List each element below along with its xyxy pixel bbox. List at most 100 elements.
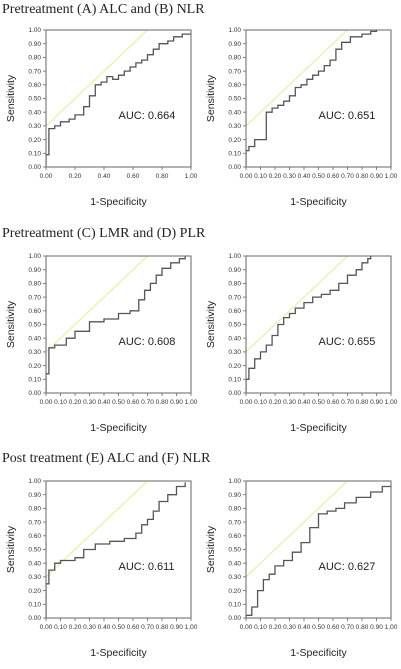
y-tick-label: 0.90 <box>28 41 41 48</box>
y-tick-label: 1.00 <box>228 478 241 485</box>
y-tick-label: 0.70 <box>28 294 41 301</box>
roc-chart-f: 0.000.100.200.300.400.500.600.700.800.90… <box>205 478 398 659</box>
x-axis-label: 1-Specificity <box>90 647 147 659</box>
x-tick-label: 0.80 <box>356 399 369 406</box>
y-tick-label: 0.30 <box>228 574 241 581</box>
y-tick-label: 0.10 <box>28 151 41 158</box>
y-tick-label: 0.30 <box>28 123 41 130</box>
x-tick-label: 0.70 <box>341 624 354 631</box>
y-tick-label: 0.20 <box>228 137 241 144</box>
x-tick-label: 0.50 <box>112 624 125 631</box>
y-tick-label: 0.40 <box>28 560 41 567</box>
x-tick-label: 0.20 <box>69 173 82 180</box>
x-tick-label: 0.90 <box>170 399 183 406</box>
x-tick-label: 0.40 <box>298 399 311 406</box>
y-tick-label: 0.00 <box>28 390 41 397</box>
x-tick-label: 0.50 <box>312 624 325 631</box>
y-tick-label: 0.70 <box>228 519 241 526</box>
auc-label: AUC: 0.611 <box>119 561 175 573</box>
x-tick-label: 0.10 <box>254 399 267 406</box>
x-tick-label: 1.00 <box>385 173 398 180</box>
y-axis-label: Sensitivity <box>5 74 17 122</box>
roc-chart-d: 0.000.100.200.300.400.500.600.700.800.90… <box>205 253 398 434</box>
x-axis-label: 1-Specificity <box>290 422 347 434</box>
y-tick-label: 0.10 <box>28 602 41 609</box>
y-tick-label: 0.10 <box>28 377 41 384</box>
x-tick-label: 0.20 <box>269 624 282 631</box>
y-tick-label: 0.70 <box>228 294 241 301</box>
reference-line <box>46 30 149 127</box>
section-title-ab: Pretreatment (A) ALC and (B) NLR <box>2 2 205 17</box>
x-tick-label: 0.60 <box>127 173 140 180</box>
x-axis-label: 1-Specificity <box>90 196 147 208</box>
roc-curve <box>46 33 191 167</box>
x-tick-label: 0.60 <box>127 399 140 406</box>
y-tick-label: 0.10 <box>228 602 241 609</box>
y-tick-label: 0.80 <box>228 55 241 62</box>
x-tick-label: 0.90 <box>370 399 383 406</box>
roc-curve <box>46 482 186 618</box>
y-tick-label: 0.90 <box>228 492 241 499</box>
y-tick-label: 0.90 <box>228 41 241 48</box>
y-tick-label: 0.50 <box>28 322 41 329</box>
roc-curve <box>246 256 372 393</box>
x-tick-label: 0.70 <box>141 399 154 406</box>
y-tick-label: 0.20 <box>28 588 41 595</box>
x-tick-label: 0.30 <box>283 399 296 406</box>
y-tick-label: 0.00 <box>228 164 241 171</box>
y-tick-label: 0.30 <box>28 349 41 356</box>
y-tick-label: 0.50 <box>228 547 241 554</box>
x-tick-label: 0.30 <box>83 624 96 631</box>
x-tick-label: 0.40 <box>98 399 111 406</box>
x-tick-label: 0.80 <box>356 173 369 180</box>
y-tick-label: 0.70 <box>28 519 41 526</box>
x-tick-label: 0.10 <box>54 624 67 631</box>
x-tick-label: 0.40 <box>98 624 111 631</box>
x-tick-label: 1.00 <box>385 399 398 406</box>
x-tick-label: 0.00 <box>40 399 53 406</box>
y-tick-label: 0.60 <box>28 308 41 315</box>
reference-line <box>46 481 149 578</box>
x-tick-label: 0.10 <box>54 399 67 406</box>
y-tick-label: 0.00 <box>28 164 41 171</box>
plot-frame <box>45 29 192 168</box>
y-tick-label: 0.70 <box>28 68 41 75</box>
y-tick-label: 0.90 <box>228 267 241 274</box>
x-tick-label: 0.40 <box>98 173 111 180</box>
y-tick-label: 1.00 <box>28 253 41 260</box>
auc-label: AUC: 0.608 <box>119 336 176 348</box>
y-axis-label: Sensitivity <box>205 74 217 122</box>
x-tick-label: 0.70 <box>341 399 354 406</box>
plot-frame <box>245 29 392 168</box>
x-tick-label: 0.40 <box>298 173 311 180</box>
auc-label: AUC: 0.664 <box>119 110 176 122</box>
auc-label: AUC: 0.651 <box>319 110 376 122</box>
section-title-cd: Pretreatment (C) LMR and (D) PLR <box>2 226 206 241</box>
y-tick-label: 0.00 <box>28 615 41 622</box>
y-tick-label: 0.30 <box>28 574 41 581</box>
y-tick-label: 0.50 <box>228 96 241 103</box>
y-tick-label: 0.40 <box>228 560 241 567</box>
y-tick-label: 0.20 <box>28 363 41 370</box>
x-axis-label: 1-Specificity <box>290 196 347 208</box>
y-tick-label: 0.60 <box>228 82 241 89</box>
x-tick-label: 0.60 <box>327 624 340 631</box>
x-tick-label: 0.00 <box>40 624 53 631</box>
y-tick-label: 0.60 <box>28 533 41 540</box>
y-axis-label: Sensitivity <box>5 300 17 348</box>
y-tick-label: 0.80 <box>28 506 41 513</box>
x-tick-label: 1.00 <box>185 624 198 631</box>
x-tick-label: 0.70 <box>341 173 354 180</box>
auc-label: AUC: 0.655 <box>319 336 376 348</box>
roc-chart-b: 0.000.100.200.300.400.500.600.700.800.90… <box>205 27 398 208</box>
y-tick-label: 0.50 <box>28 96 41 103</box>
x-tick-label: 0.90 <box>370 173 383 180</box>
y-tick-label: 0.90 <box>28 492 41 499</box>
x-tick-label: 0.70 <box>141 624 154 631</box>
x-tick-label: 0.40 <box>298 624 311 631</box>
x-tick-label: 0.30 <box>83 399 96 406</box>
y-tick-label: 0.40 <box>228 335 241 342</box>
y-tick-label: 0.40 <box>228 109 241 116</box>
y-tick-label: 0.20 <box>228 363 241 370</box>
x-tick-label: 0.00 <box>240 173 253 180</box>
